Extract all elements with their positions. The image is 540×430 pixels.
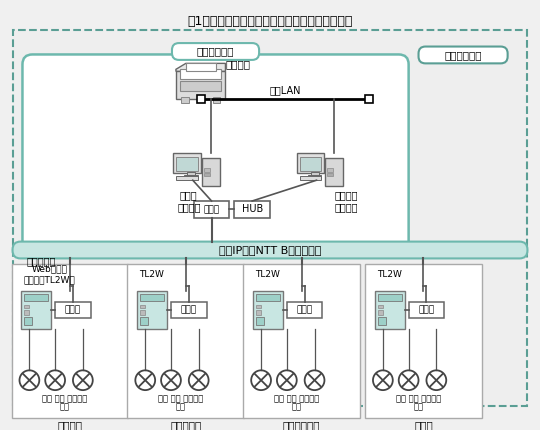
Bar [375,291,404,329]
FancyBboxPatch shape [12,242,528,258]
Bar [176,157,198,171]
Bar [287,302,322,318]
Bar [256,305,261,308]
Text: 図1　配水管末水質監視装置の集中監視システム: 図1 配水管末水質監視装置の集中監視システム [187,15,353,28]
Bar [256,317,264,325]
Text: 濃度: 濃度 [176,402,186,411]
Bar [24,317,32,325]
Text: 運転支援
パソコン: 運転支援 パソコン [334,190,358,212]
Text: 光ファイバ: 光ファイバ [26,256,56,266]
Text: 宝生ヶ丘: 宝生ヶ丘 [57,420,83,430]
Text: 濃度: 濃度 [292,402,302,411]
Bar [365,264,482,418]
Bar [186,63,215,71]
Bar [173,154,201,173]
Text: TL2W: TL2W [139,270,164,279]
Text: 苦楽園五番町: 苦楽園五番町 [283,420,320,430]
Bar [256,310,261,315]
Text: Webロガー
（形式：TL2W）: Webロガー （形式：TL2W） [23,264,75,284]
Text: 濃度: 濃度 [60,402,70,411]
Bar [127,264,244,418]
Bar [253,291,283,329]
Bar [204,173,210,176]
Text: ルータ: ルータ [65,305,81,314]
Text: 地域IP網（NTT Bフレッツ）: 地域IP網（NTT Bフレッツ） [219,245,321,255]
Bar [308,175,321,178]
Bar [327,173,333,176]
Bar [300,176,321,180]
Bar [171,302,207,318]
Text: プリンタ: プリンタ [225,59,251,69]
Bar [140,294,164,301]
Bar [234,201,270,218]
Text: サーバ
パソコン: サーバ パソコン [177,190,200,212]
Bar [201,158,219,186]
Bar [11,264,129,418]
Text: ルータ: ルータ [181,305,197,314]
Text: 濃度: 濃度 [414,402,423,411]
FancyBboxPatch shape [172,43,259,60]
Bar [180,81,221,91]
Bar [24,294,48,301]
Text: 濁度 色度 残留塩素: 濁度 色度 残留塩素 [158,394,204,403]
Polygon shape [176,63,225,71]
Text: 既設LAN: 既設LAN [269,85,301,95]
Bar [213,97,220,103]
Bar [310,172,319,175]
Bar [140,317,148,325]
Bar [140,310,145,315]
Bar [176,176,198,180]
Text: 水質試験所様: 水質試験所様 [197,46,234,56]
Bar [378,305,383,308]
Bar [197,95,205,103]
Bar [184,175,198,178]
Text: 濁度 色度 残留塩素: 濁度 色度 残留塩素 [43,394,87,403]
Bar [55,302,91,318]
Bar [327,168,333,172]
Text: TL2W: TL2W [255,270,280,279]
FancyBboxPatch shape [23,55,409,252]
Text: ルータ: ルータ [204,205,220,214]
Bar [409,302,444,318]
Bar [256,294,280,301]
Bar [22,291,51,329]
Bar [140,305,145,308]
Text: ルータ: ルータ [296,305,313,314]
Bar [297,154,325,173]
Bar [326,158,343,186]
Bar [187,172,195,175]
FancyBboxPatch shape [418,46,508,63]
Bar [204,168,210,172]
Bar [243,264,360,418]
Bar [137,291,167,329]
Text: TL2W: TL2W [377,270,402,279]
Bar [24,305,29,308]
Text: 苦楽園高区: 苦楽園高区 [170,420,201,430]
Text: 濁度 色度 残留塩素: 濁度 色度 残留塩素 [396,394,441,403]
Bar [365,95,373,103]
Bar [378,310,383,315]
Bar [176,71,225,99]
Bar [12,30,528,406]
Text: ルータ: ルータ [418,305,435,314]
Bar [378,294,402,301]
Bar [378,317,386,325]
Bar [24,310,29,315]
Text: 鳴尾浜: 鳴尾浜 [414,420,433,430]
Text: 今回工事範囲: 今回工事範囲 [444,50,482,60]
Bar [300,157,321,171]
Text: HUB: HUB [241,204,263,215]
Bar [181,97,189,103]
Bar [194,201,230,218]
Bar [180,69,221,79]
Text: 濁度 色度 残留塩素: 濁度 色度 残留塩素 [274,394,319,403]
